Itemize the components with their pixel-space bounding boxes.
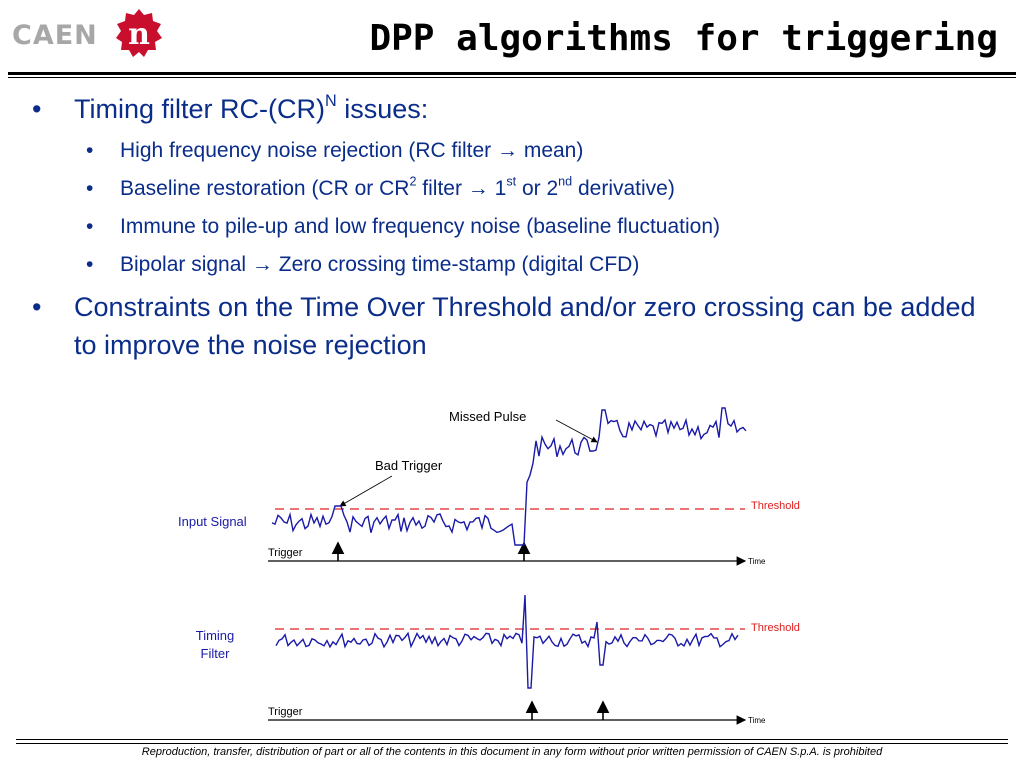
logo-mark-letter: n xyxy=(128,17,150,52)
threshold-label-top: Threshold xyxy=(751,500,800,512)
bullet-timing-filter: • Timing filter RC-(CR)N issues: xyxy=(30,90,1005,128)
title-rule xyxy=(8,72,1016,75)
footer-rule-2 xyxy=(16,743,1008,744)
arrow-icon: → xyxy=(467,177,489,200)
logo-text: CAEN xyxy=(12,20,98,51)
sub-bullet-noise-rejection: • High frequency noise rejection (RC fil… xyxy=(86,139,584,162)
sub-bullet-baseline-restoration: • Baseline restoration (CR or CR2 filter… xyxy=(86,174,675,200)
slide-title: DPP algorithms for triggering xyxy=(369,18,998,59)
footer-disclaimer: Reproduction, transfer, distribution of … xyxy=(141,746,883,758)
sub-bullet-bipolar-signal: • Bipolar signal → Zero crossing time-st… xyxy=(86,253,640,276)
bullet-list: • Timing filter RC-(CR)N issues: • High … xyxy=(30,90,1005,368)
input-signal-label: Input Signal xyxy=(178,514,247,529)
missed-pulse-label: Missed Pulse xyxy=(449,409,526,424)
trigger-label-bottom: Trigger xyxy=(268,706,303,718)
timing-filter-wave xyxy=(275,594,739,689)
input-signal-wave xyxy=(271,407,747,546)
bad-trigger-pointer xyxy=(339,475,393,507)
bullet-constraints: • Constraints on the Time Over Threshold… xyxy=(32,292,976,360)
arrow-icon: → xyxy=(251,253,273,276)
footer-rule xyxy=(16,739,1008,740)
bullet-dot: • xyxy=(32,94,42,124)
arrow-icon: → xyxy=(497,139,518,162)
time-label-bottom: Time xyxy=(748,716,766,725)
trigger-diagram: Missed Pulse Bad Trigger Input Signal Ti… xyxy=(178,407,800,725)
timing-filter-label-1: Timing xyxy=(196,628,235,643)
caen-n-mark-icon: n xyxy=(116,9,162,57)
missed-pulse-pointer xyxy=(555,419,598,443)
time-label-top: Time xyxy=(748,557,766,566)
timing-filter-label-2: Filter xyxy=(201,646,231,661)
threshold-label-bottom: Threshold xyxy=(751,622,800,634)
trigger-label-top: Trigger xyxy=(268,547,303,559)
title-rule-thin xyxy=(8,77,1016,78)
bad-trigger-label: Bad Trigger xyxy=(375,458,443,473)
caen-logo: CAEN n xyxy=(12,8,162,58)
sub-bullet-immune-pileup: • Immune to pile-up and low frequency no… xyxy=(86,215,721,238)
